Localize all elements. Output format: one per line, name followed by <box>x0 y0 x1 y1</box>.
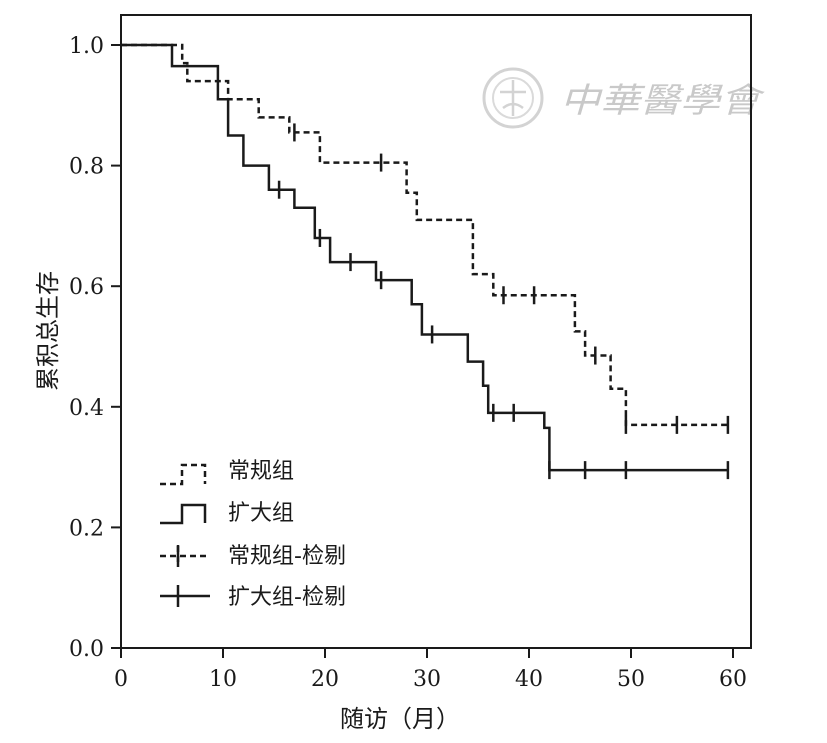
y-tick-label: 0.4 <box>69 396 104 421</box>
x-tick-label: 50 <box>617 667 645 692</box>
series-扩大组 <box>121 43 730 480</box>
x-tick-label: 20 <box>311 667 339 692</box>
y-tick-label: 0.0 <box>69 637 104 662</box>
x-tick-label: 60 <box>719 667 747 692</box>
y-tick-label: 0.8 <box>69 155 104 180</box>
watermark: 中華醫學會 <box>482 67 766 129</box>
watermark-seal-icon <box>482 67 544 129</box>
y-axis-title: 累积总生存 <box>34 271 62 391</box>
watermark-text: 中華醫學會 <box>560 81 766 121</box>
x-tick-label: 10 <box>209 667 237 692</box>
series-常规组 <box>121 43 730 434</box>
x-tick-label: 40 <box>515 667 543 692</box>
y-tick-label: 0.6 <box>69 275 104 300</box>
x-tick-label: 0 <box>114 667 128 692</box>
legend-item-常规组: 常规组 <box>160 459 294 486</box>
series-layer <box>121 43 730 480</box>
legend-item-扩大组-检剔: 扩大组-检剔 <box>160 585 346 610</box>
legend-item-常规组-检剔: 常规组-检剔 <box>160 544 346 569</box>
legend-swatch-dashed-censored <box>160 546 210 566</box>
legend-swatch-solid-step <box>160 503 207 525</box>
legend-label: 扩大组 <box>228 501 294 526</box>
x-tick-label: 30 <box>413 667 441 692</box>
plot-frame <box>120 14 752 649</box>
legend-label: 常规组-检剔 <box>228 544 346 569</box>
legend-item-扩大组: 扩大组 <box>160 501 294 526</box>
legend-label: 扩大组-检剔 <box>228 585 346 610</box>
legend-swatch-dashed-step <box>160 463 207 486</box>
x-axis-title: 随访（月） <box>340 705 460 733</box>
y-tick-label: 1.0 <box>69 34 104 59</box>
survival-curve-扩大组 <box>121 43 728 472</box>
y-tick-label: 0.2 <box>69 516 104 541</box>
axis-tick-labels: 0 10 20 30 40 50 60 0.0 0.2 0.4 0.6 0.8 1.0 <box>69 34 747 692</box>
legend: 常规组 扩大组 常规组-检剔 扩大组-检剔 <box>160 459 346 610</box>
legend-label: 常规组 <box>228 459 294 484</box>
axis-ticks <box>111 44 734 658</box>
